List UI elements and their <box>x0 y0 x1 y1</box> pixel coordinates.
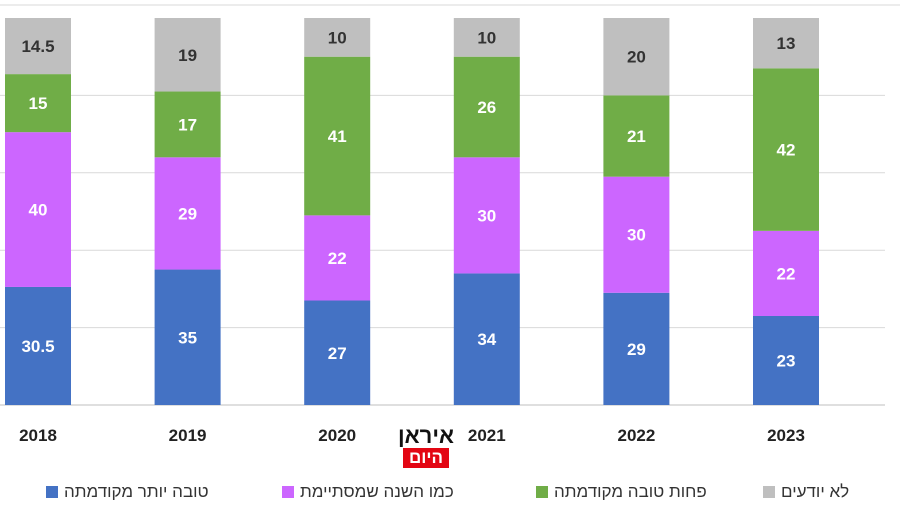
data-label: 30.5 <box>21 337 54 356</box>
legend-item-unknown: לא יודעים <box>757 482 849 502</box>
bar-segment <box>453 18 520 57</box>
data-label: 19 <box>178 46 197 65</box>
bar-segment <box>753 315 819 405</box>
legend-label: טובה יותר מקודמתה <box>64 482 209 501</box>
data-label: 23 <box>777 351 796 370</box>
data-label: 22 <box>328 249 347 268</box>
bar-segment <box>154 269 221 405</box>
x-tick-label: 2019 <box>169 426 207 445</box>
legend-swatch <box>282 486 294 498</box>
bar-segment <box>154 91 221 158</box>
data-label: 35 <box>178 328 197 347</box>
data-label: 29 <box>627 340 646 359</box>
bar-segment <box>603 18 670 96</box>
bar-segment <box>154 18 221 92</box>
data-label: 14.5 <box>21 37 54 56</box>
x-tick-label: 2020 <box>318 426 356 445</box>
x-tick-label: 2023 <box>767 426 805 445</box>
data-label: 26 <box>477 98 496 117</box>
bar-segment <box>753 68 819 231</box>
bar-segment <box>753 18 819 69</box>
watermark-logo: איראן היום <box>392 424 460 468</box>
bar-segment <box>5 74 71 133</box>
data-label: 13 <box>777 34 796 53</box>
x-tick-label: 2022 <box>617 426 655 445</box>
stacked-bar-chart: 30.5401514.52018352917192019272241102020… <box>0 4 900 445</box>
x-tick-label: 2021 <box>468 426 506 445</box>
data-label: 30 <box>627 226 646 245</box>
bar-segment <box>304 215 371 301</box>
bar-segment <box>453 273 520 405</box>
bar-segment <box>453 56 520 158</box>
bar-segment <box>304 18 371 57</box>
data-label: 30 <box>477 206 496 225</box>
legend-swatch <box>46 486 58 498</box>
legend-swatch <box>536 486 548 498</box>
bar-segment <box>5 132 71 287</box>
data-label: 41 <box>328 127 347 146</box>
legend: טובה יותר מקודמתה כמו השנה שמסתיימת פחות… <box>0 482 900 506</box>
legend-label: כמו השנה שמסתיימת <box>300 482 454 501</box>
bar-segment <box>603 292 670 405</box>
data-label: 42 <box>777 141 796 160</box>
data-label: 17 <box>178 115 197 134</box>
legend-label: לא יודעים <box>781 482 850 501</box>
bar-segment <box>154 157 221 270</box>
logo-line2: היום <box>403 448 449 468</box>
data-label: 21 <box>627 127 646 146</box>
bar-segment <box>603 176 670 293</box>
data-label: 40 <box>29 201 48 220</box>
bar-segment <box>5 18 71 75</box>
logo-line1: איראן <box>398 423 454 448</box>
data-label: 10 <box>328 28 347 47</box>
data-label: 15 <box>29 94 48 113</box>
bar-segment <box>753 230 819 316</box>
bar-segment <box>5 286 71 405</box>
legend-item-better: טובה יותר מקודמתה <box>40 482 209 502</box>
data-label: 10 <box>477 28 496 47</box>
data-label: 20 <box>627 48 646 67</box>
legend-label: פחות טובה מקודמתה <box>554 482 707 501</box>
data-label: 34 <box>477 330 496 349</box>
legend-swatch <box>763 486 775 498</box>
bar-segment <box>453 157 520 274</box>
data-label: 29 <box>178 204 197 223</box>
data-label: 27 <box>328 344 347 363</box>
legend-item-worse: פחות טובה מקודמתה <box>530 482 707 502</box>
bar-segment <box>304 300 371 405</box>
bar-segment <box>603 95 670 177</box>
x-tick-label: 2018 <box>19 426 57 445</box>
bar-segment <box>304 56 371 216</box>
data-label: 22 <box>777 264 796 283</box>
legend-item-same: כמו השנה שמסתיימת <box>276 482 454 502</box>
